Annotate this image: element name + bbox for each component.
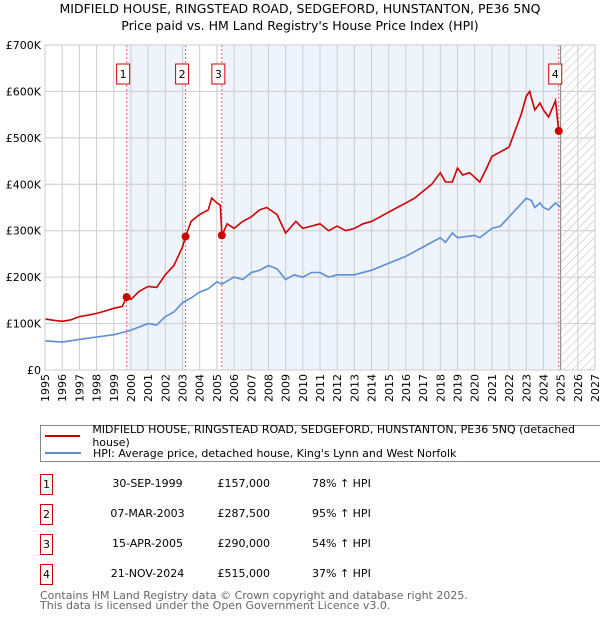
- sale-point: [554, 126, 563, 135]
- sale-badge-label: 4: [552, 68, 559, 81]
- footer-licence: This data is licensed under the Open Gov…: [40, 599, 391, 612]
- x-tick-label: 2009: [280, 374, 293, 402]
- sale-hpi-change: 95% ↑ HPI: [312, 507, 371, 520]
- plot-frame: [44, 44, 596, 371]
- y-tick-label: £600K: [6, 85, 42, 98]
- x-tick-label: 2024: [537, 374, 550, 402]
- x-tick-label: 2013: [348, 374, 361, 402]
- sale-hpi-change: 54% ↑ HPI: [312, 537, 371, 550]
- y-tick-label: £400K: [6, 178, 42, 191]
- x-tick-label: 2018: [434, 374, 447, 402]
- x-tick-label: 2007: [245, 374, 258, 402]
- x-tick-label: 2003: [177, 374, 190, 402]
- legend-item-property: MIDFIELD HOUSE, RINGSTEAD ROAD, SEDGEFOR…: [41, 423, 600, 449]
- x-tick-label: 2027: [589, 374, 600, 402]
- x-tick-label: 2023: [520, 374, 533, 402]
- sale-date: 30-SEP-1999: [112, 477, 183, 490]
- x-tick-label: 1999: [108, 374, 121, 402]
- chart-subtitle: Price paid vs. HM Land Registry's House …: [121, 18, 479, 33]
- sale-badge: [211, 63, 226, 85]
- sale-badge: 1: [40, 474, 53, 495]
- x-tick-label: 2011: [314, 374, 327, 402]
- x-tick-label: 2021: [486, 374, 499, 402]
- sale-point: [217, 231, 226, 240]
- sale-badge: 3: [40, 534, 53, 555]
- x-tick-label: 2004: [194, 374, 207, 402]
- x-tick-label: 2017: [417, 374, 430, 402]
- x-tick-label: 2016: [400, 374, 413, 402]
- x-tick-label: 1995: [39, 374, 52, 402]
- legend-swatch-red: [45, 435, 81, 437]
- sale-price: £515,000: [217, 567, 271, 580]
- legend-label: HPI: Average price, detached house, King…: [93, 446, 457, 460]
- sale-badge-label: 2: [179, 68, 186, 81]
- y-tick-label: £0: [27, 364, 41, 377]
- sale-badge: [175, 63, 190, 85]
- shaded-period: [126, 45, 186, 370]
- sale-point: [122, 293, 131, 302]
- sale-date: 15-APR-2005: [111, 537, 184, 550]
- sale-point: [181, 232, 190, 241]
- x-tick-label: 2008: [262, 374, 275, 402]
- shaded-period: [221, 45, 559, 370]
- sale-row: 4 21-NOV-2024 £515,000 37% ↑ HPI: [40, 564, 440, 585]
- sale-badge: 4: [40, 564, 53, 585]
- x-tick-label: 2026: [572, 374, 585, 402]
- x-tick-label: 1996: [56, 374, 69, 402]
- sale-hpi-change: 37% ↑ HPI: [312, 567, 371, 580]
- x-tick-label: 2014: [366, 374, 379, 402]
- x-tick-label: 2019: [452, 374, 465, 402]
- x-tick-label: 2000: [125, 374, 138, 402]
- sale-row: 2 07-MAR-2003 £287,500 95% ↑ HPI: [40, 504, 440, 525]
- x-tick-label: 1998: [91, 374, 104, 402]
- sale-row: 1 30-SEP-1999 £157,000 78% ↑ HPI: [40, 474, 440, 495]
- sale-price: £157,000: [217, 477, 271, 490]
- sale-row: 3 15-APR-2005 £290,000 54% ↑ HPI: [40, 534, 440, 555]
- series-line-property: [44, 89, 560, 323]
- y-tick-label: £100K: [6, 318, 42, 331]
- sale-badge-label: 1: [120, 68, 127, 81]
- y-tick-label: £200K: [6, 271, 42, 284]
- sale-badge: 2: [40, 504, 53, 525]
- legend-item-hpi: HPI: Average price, detached house, King…: [41, 445, 456, 461]
- x-tick-label: 2020: [469, 374, 482, 402]
- sale-date: 07-MAR-2003: [110, 507, 185, 520]
- sale-badge: [116, 63, 131, 85]
- x-tick-label: 2015: [383, 374, 396, 402]
- sale-date: 21-NOV-2024: [110, 567, 185, 580]
- x-tick-label: 2022: [503, 374, 516, 402]
- y-tick-label: £300K: [6, 225, 42, 238]
- legend-swatch-blue: [45, 452, 81, 454]
- sale-price: £290,000: [217, 537, 271, 550]
- x-tick-label: 2006: [228, 374, 241, 402]
- x-tick-label: 2002: [159, 374, 172, 402]
- sale-badge-label: 3: [215, 68, 222, 81]
- x-tick-label: 2025: [555, 374, 568, 402]
- price-chart: 1995 1996 1997 1998 1999 2000 2001 2002 2003 2004…: [6, 39, 600, 402]
- y-tick-label: £500K: [6, 132, 42, 145]
- chart-title: MIDFIELD HOUSE, RINGSTEAD ROAD, SEDGEFOR…: [59, 1, 541, 16]
- x-tick-label: 2010: [297, 374, 310, 402]
- sale-badge: [548, 63, 563, 85]
- legend-label: MIDFIELD HOUSE, RINGSTEAD ROAD, SEDGEFOR…: [92, 423, 575, 449]
- x-tick-label: 2001: [142, 374, 155, 402]
- sale-price: £287,500: [217, 507, 271, 520]
- footer-copyright: Contains HM Land Registry data © Crown c…: [40, 589, 468, 602]
- legend: MIDFIELD HOUSE, RINGSTEAD ROAD, SEDGEFOR…: [40, 423, 600, 462]
- x-tick-label: 2005: [211, 374, 224, 402]
- y-tick-label: £700K: [6, 39, 42, 52]
- sale-hpi-change: 78% ↑ HPI: [312, 477, 371, 490]
- x-tick-label: 1997: [73, 374, 86, 402]
- series-line-hpi: [44, 197, 562, 343]
- x-tick-label: 2012: [331, 374, 344, 402]
